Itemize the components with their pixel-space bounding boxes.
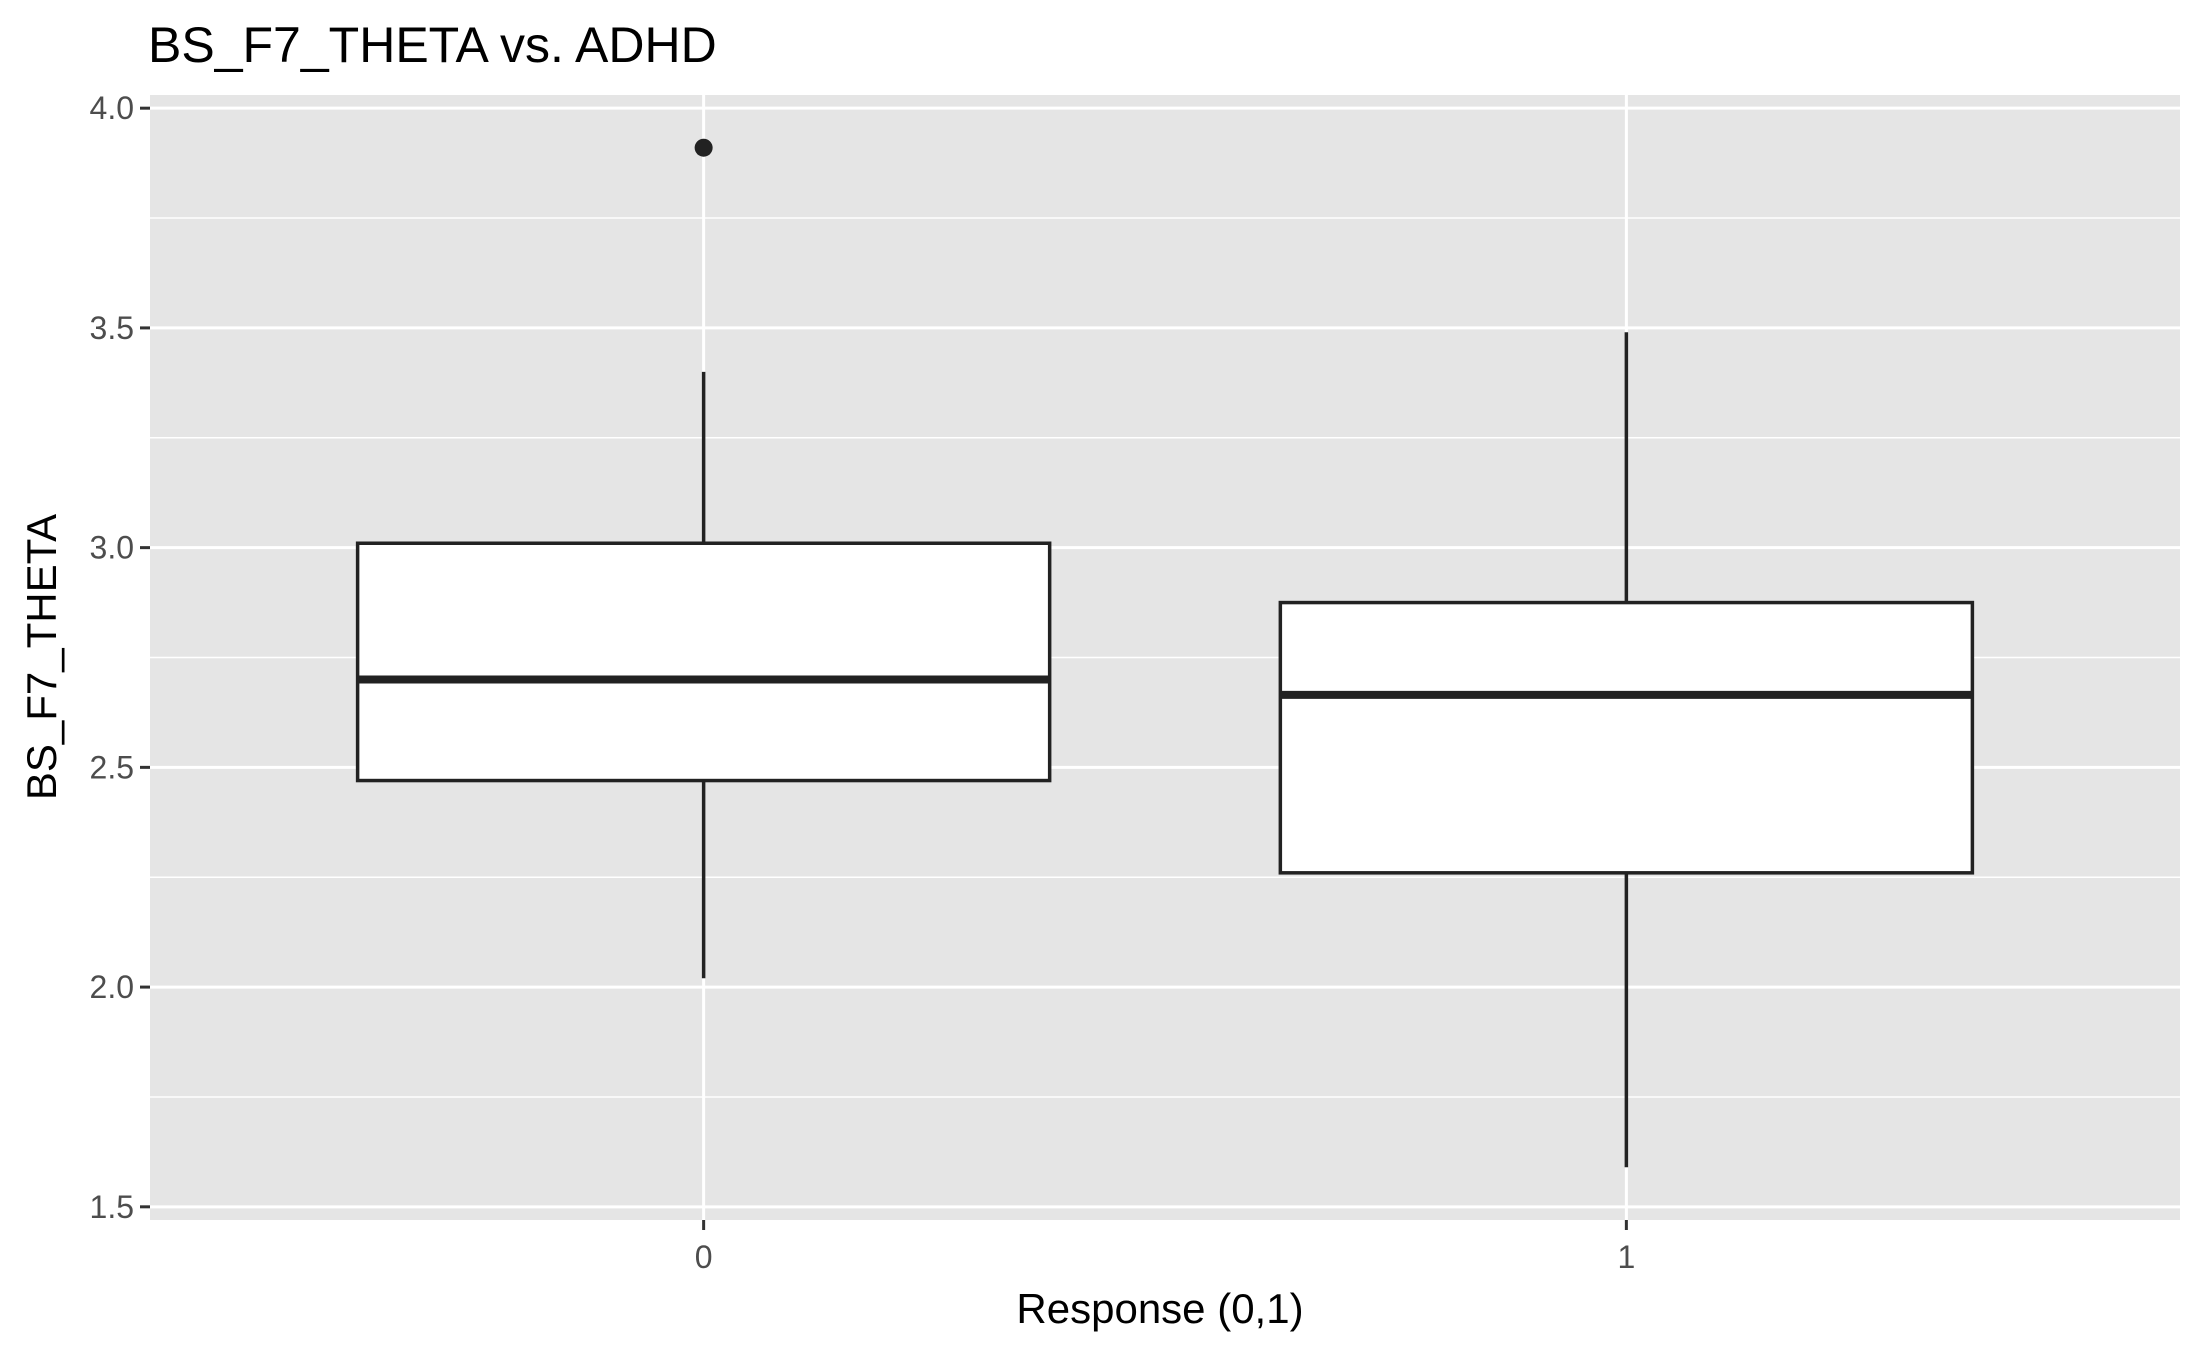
y-tick-label: 3.5 <box>90 310 134 346</box>
box-group-1 <box>1278 332 1975 1168</box>
y-tick-label: 1.5 <box>90 1189 134 1225</box>
y-tick-label: 4.0 <box>90 90 134 126</box>
y-tick-label: 3.0 <box>90 530 134 566</box>
x-tick-label: 0 <box>695 1239 713 1275</box>
y-tick-label: 2.5 <box>90 749 134 785</box>
y-tick-label: 2.0 <box>90 969 134 1005</box>
box-iqr <box>355 541 1052 783</box>
boxes <box>355 138 1975 1168</box>
box-group-0 <box>355 138 1052 979</box>
box-iqr <box>1278 600 1975 875</box>
x-axis-title: Response (0,1) <box>1016 1285 1303 1332</box>
y-axis-title: BS_F7_THETA <box>18 514 65 800</box>
axes: 1.5 2.0 2.5 3.0 3.5 4.0 0 1 <box>90 90 1636 1275</box>
outlier-point <box>694 138 713 157</box>
x-tick-label: 1 <box>1617 1239 1635 1275</box>
chart-title: BS_F7_THETA vs. ADHD <box>148 17 717 73</box>
